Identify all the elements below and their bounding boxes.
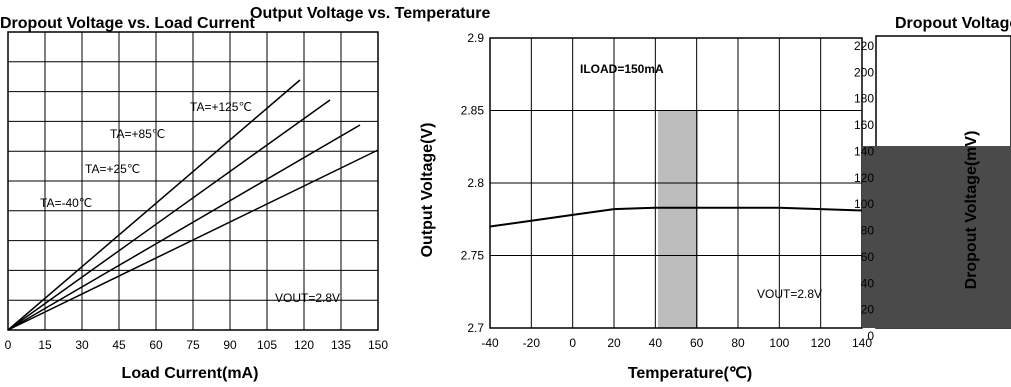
x-tick-label: 140 [852, 336, 872, 350]
left-x-tick-labels: 0 15 30 45 60 75 90 105 120 135 150 [5, 338, 389, 352]
y-tick-label: 2.7 [467, 321, 484, 335]
left-x-tick-label: 30 [75, 338, 89, 352]
y-tick-label: 2.75 [461, 249, 485, 263]
left-x-tick-label: 45 [112, 338, 126, 352]
x-tick-label: 0 [569, 336, 576, 350]
right-y-tick-label: 60 [861, 250, 875, 264]
series-line [489, 206, 863, 228]
right-dark-panel [862, 146, 1011, 328]
right-y-tick-label: 80 [861, 224, 875, 238]
x-tick-label: -20 [523, 336, 541, 350]
annotation-iload: ILOAD=150mA [580, 62, 664, 76]
left-x-tick-label: 90 [223, 338, 237, 352]
left-annotation-25: TA=+25℃ [85, 162, 140, 176]
left-annotation-85: TA=+85℃ [110, 127, 165, 141]
x-tick-label: 80 [731, 336, 745, 350]
left-x-tick-label: 60 [149, 338, 163, 352]
left-grid [8, 32, 378, 330]
right-y-tick-label: 160 [854, 118, 874, 132]
left-curve-125 [7, 79, 301, 331]
left-x-tick-label: 120 [294, 338, 314, 352]
left-curve-85 [7, 99, 331, 331]
x-axis-title: Temperature(℃) [628, 365, 752, 382]
y-tick-labels: 2.7 2.75 2.8 2.85 2.9 [461, 31, 485, 335]
left-curves [7, 79, 379, 331]
left-x-tick-label: 135 [331, 338, 351, 352]
right-y-tick-label: 120 [854, 171, 874, 185]
x-tick-label: 40 [649, 336, 663, 350]
x-tick-label: 60 [690, 336, 704, 350]
left-annotation-m40: TA=-40℃ [40, 196, 92, 210]
right-y-tick-label: 220 [854, 39, 874, 53]
right-chart: Dropout Voltage vs. Temperature 0 20 40 60 8… [854, 15, 1011, 343]
left-annotation-vout: VOUT=2.8V [275, 291, 340, 305]
left-x-tick-label: 0 [5, 338, 12, 352]
right-y-tick-labels: 0 20 40 60 80 100 120 140 160 180 200 220 [854, 39, 874, 343]
chart-title: Output Voltage vs. Temperature [250, 5, 490, 22]
left-x-tick-label: 105 [257, 338, 277, 352]
x-tick-label: 20 [607, 336, 621, 350]
right-y-tick-label: 200 [854, 65, 874, 79]
x-tick-label: -40 [481, 336, 499, 350]
right-y-tick-label: 100 [854, 197, 874, 211]
left-chart: Dropout Voltage vs. Load Current TA=+125… [0, 15, 388, 382]
y-tick-label: 2.8 [467, 176, 484, 190]
right-y-tick-label: 20 [861, 303, 875, 317]
left-x-axis-title: Load Current(mA) [122, 365, 259, 382]
y-tick-label: 2.9 [467, 31, 484, 45]
right-y-tick-label: 0 [867, 329, 874, 343]
left-x-tick-label: 15 [38, 338, 52, 352]
x-tick-labels: -40 -20 0 20 40 60 80 100 120 140 [481, 336, 872, 350]
x-tick-label: 100 [769, 336, 789, 350]
left-annotation-125: TA=+125℃ [190, 100, 252, 114]
annotation-vout: VOUT=2.8V [757, 287, 822, 301]
shaded-band [658, 110, 698, 328]
middle-chart: Output Voltage vs. Temperature 2.72.752.… [250, 5, 872, 382]
right-chart-title: Dropout Voltage vs. Temperature [895, 15, 1011, 32]
left-x-tick-label: 150 [368, 338, 388, 352]
right-y-tick-label: 40 [861, 276, 875, 290]
left-curve-m40 [7, 149, 379, 331]
right-y-axis-title: Dropout Voltage(mV) [963, 131, 980, 290]
right-y-tick-label: 140 [854, 144, 874, 158]
right-y-tick-label: 180 [854, 92, 874, 106]
left-x-tick-label: 75 [186, 338, 200, 352]
left-chart-title: Dropout Voltage vs. Load Current [0, 15, 256, 32]
y-axis-title: Output Voltage(V) [419, 123, 436, 258]
x-tick-label: 120 [811, 336, 831, 350]
y-tick-label: 2.85 [461, 104, 485, 118]
left-curve-25 [7, 124, 361, 331]
